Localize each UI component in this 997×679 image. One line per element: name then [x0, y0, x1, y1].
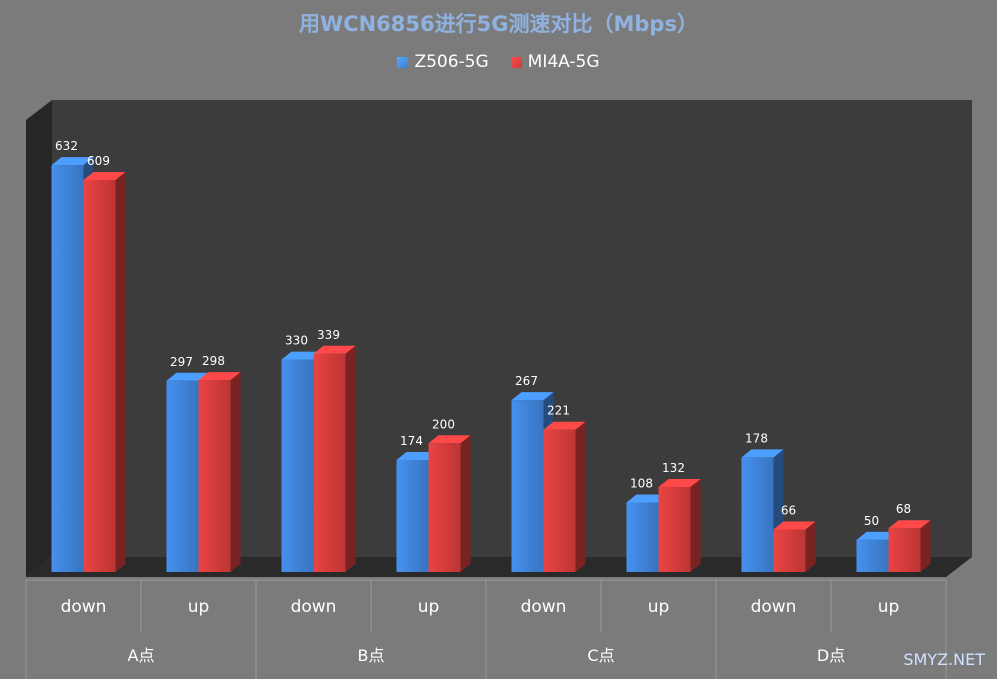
bar-side: [575, 421, 586, 572]
bar: [543, 421, 586, 572]
bar: [428, 435, 471, 572]
side-wall: [26, 100, 52, 577]
data-label: 66: [781, 504, 796, 518]
bar-front: [198, 380, 231, 572]
chart-title: 用WCN6856进行5G测速对比（Mbps）: [299, 12, 698, 36]
bar-front: [51, 165, 84, 572]
tick-label: up: [418, 597, 440, 617]
data-label: 68: [896, 502, 911, 516]
bar-front: [428, 443, 461, 572]
bar-top: [51, 157, 94, 166]
bar-side: [345, 345, 356, 572]
bar-front: [83, 179, 116, 573]
bar-front: [166, 380, 199, 572]
bar-top: [396, 451, 439, 460]
data-label: 609: [87, 154, 110, 168]
bar-top: [543, 421, 586, 430]
bar-side: [230, 372, 241, 572]
data-label: 297: [170, 355, 193, 369]
bar-front: [773, 529, 806, 572]
data-label: 108: [630, 476, 653, 490]
bar-top: [741, 449, 784, 458]
data-label: 174: [400, 434, 423, 448]
floor: [26, 557, 972, 577]
bar-top: [658, 479, 701, 488]
data-label: 50: [864, 514, 879, 528]
bar-top: [83, 171, 126, 180]
bar-side: [805, 521, 816, 572]
bar: [313, 345, 356, 572]
bar-front: [281, 359, 314, 572]
bar: [773, 521, 816, 572]
bars-layer: 632 609 297 298 330 339 174 200 267 221 108 132 178 6…: [51, 139, 931, 573]
legend-swatch-red: [510, 56, 522, 68]
tick-label: down: [521, 597, 567, 617]
group-label: B点: [358, 646, 385, 665]
bar-front: [626, 502, 659, 572]
bar-side: [460, 435, 471, 572]
data-label: 339: [317, 328, 340, 342]
bar-front: [396, 459, 429, 572]
watermark: SMYZ.NET: [903, 650, 985, 669]
bar-front: [511, 400, 544, 572]
bar-top: [511, 392, 554, 401]
bar-front: [741, 457, 774, 572]
data-label: 178: [745, 431, 768, 445]
tick-label: down: [61, 597, 107, 617]
bar-top: [856, 531, 899, 540]
data-label: 132: [662, 461, 685, 475]
data-label: 267: [515, 374, 538, 388]
bar-top: [313, 345, 356, 354]
bar-top: [198, 372, 241, 381]
data-label: 298: [202, 354, 225, 368]
legend-swatch-blue: [397, 56, 409, 68]
bar-top: [626, 494, 669, 503]
bar-front: [888, 528, 921, 572]
bar-front: [856, 539, 889, 572]
category-axis: down up down up down up down up A点 B点 C点 D点: [25, 579, 947, 679]
bar-side: [115, 171, 126, 573]
bar-top: [281, 351, 324, 360]
data-label: 221: [547, 404, 570, 418]
tick-label: down: [751, 597, 797, 617]
bar-front: [658, 487, 691, 572]
bar-side: [690, 479, 701, 572]
bar: [83, 171, 126, 573]
bar: [658, 479, 701, 572]
tick-label: down: [291, 597, 337, 617]
bar: [198, 372, 241, 572]
bar-top: [773, 521, 816, 530]
bar-front: [543, 429, 576, 572]
group-label: D点: [817, 646, 845, 665]
bar-front: [313, 353, 346, 572]
legend-item-series-2: MI4A-5G: [510, 52, 600, 72]
group-label: C点: [587, 646, 614, 665]
legend-item-series-1: Z506-5G: [397, 52, 489, 72]
data-label: 632: [55, 139, 78, 153]
bar-top: [428, 435, 471, 444]
bar: [888, 520, 931, 572]
data-label: 200: [432, 417, 455, 431]
bar-side: [920, 520, 931, 572]
tick-label: up: [878, 597, 900, 617]
tick-label: up: [188, 597, 210, 617]
group-label: A点: [128, 646, 155, 665]
legend: Z506-5G MI4A-5G: [0, 52, 997, 72]
bar-top: [166, 372, 209, 381]
data-label: 330: [285, 334, 308, 348]
bar-top: [888, 520, 931, 529]
tick-label: up: [648, 597, 670, 617]
legend-label: Z506-5G: [414, 52, 489, 72]
legend-label: MI4A-5G: [527, 52, 600, 72]
